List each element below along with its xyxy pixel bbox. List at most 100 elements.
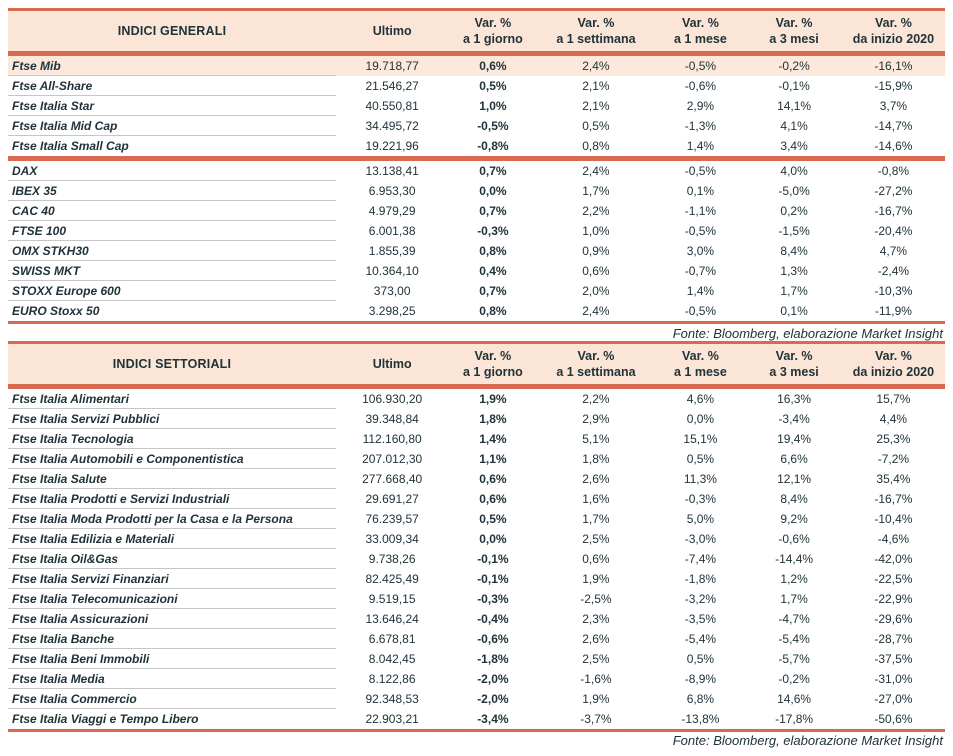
- var-1d-cell: 0,4%: [479, 264, 507, 278]
- var-ytd-cell: -4,6%: [877, 532, 910, 546]
- var-3m-cell: -4,7%: [778, 612, 810, 626]
- var-1d-cell: 0,5%: [479, 512, 507, 526]
- var-1d-cell: 0,8%: [479, 244, 507, 258]
- var-1w-cell: 2,5%: [582, 532, 610, 546]
- index-name-cell: Ftse Italia Tecnologia: [8, 429, 336, 449]
- ultimo-cell: 13.646,24: [365, 612, 419, 626]
- var-3m-cell: 8,4%: [780, 244, 808, 258]
- var-1d-cell: 1,9%: [479, 392, 507, 406]
- index-name-cell: Ftse Mib: [8, 56, 336, 76]
- var-3m-cell: 12,1%: [777, 472, 812, 486]
- column-header-var: Var. % a 3 mesi: [769, 348, 819, 379]
- var-ytd-cell: -27,2%: [874, 184, 913, 198]
- table-row: FTSE 100 6.001,38 -0,3% 1,0% -0,5% -1,5% -20,4…: [8, 221, 945, 241]
- var-1w-cell: 2,1%: [582, 79, 610, 93]
- var-1w-cell: 1,7%: [582, 512, 610, 526]
- var-ytd-cell: -20,4%: [874, 224, 913, 238]
- table-bottom-border: [8, 729, 945, 732]
- index-name-cell: EURO Stoxx 50: [12, 304, 100, 318]
- index-name-cell: SWISS MKT: [8, 261, 336, 281]
- var-3m-cell: 3,4%: [780, 139, 808, 153]
- table-row: STOXX Europe 600 373,00 0,7% 2,0% 1,4% 1,7% -1…: [8, 281, 945, 301]
- var-3m-cell: 0,2%: [780, 204, 808, 218]
- ultimo-cell: 19.718,77: [365, 59, 419, 73]
- column-header-var: Var. % a 1 mese: [673, 15, 727, 46]
- column-header-var: Var. % da inizio 2020: [852, 15, 935, 46]
- var-3m-cell: -5,7%: [778, 652, 810, 666]
- index-name-cell: Ftse Italia Small Cap: [12, 139, 129, 153]
- var-1w-cell: 1,6%: [582, 492, 610, 506]
- table-row: SWISS MKT 10.364,10 0,4% 0,6% -0,7% 1,3% -2,4%: [8, 261, 945, 281]
- var-1w-cell: 2,4%: [582, 304, 610, 318]
- table-row: Ftse Italia Alimentari 106.930,20 1,9% 2,2%…: [8, 389, 945, 409]
- var-1d-cell: 0,7%: [479, 204, 507, 218]
- var-ytd-cell: -16,1%: [874, 59, 913, 73]
- var-ytd-cell: -10,3%: [874, 284, 913, 298]
- var-ytd-cell: -22,5%: [874, 572, 913, 586]
- index-name-cell: Ftse Italia Moda Prodotti per la Casa e …: [8, 509, 336, 529]
- var-1d-cell: -0,8%: [477, 139, 509, 153]
- var-ytd-cell: -31,0%: [874, 672, 913, 686]
- table-row: Ftse Italia Star 40.550,81 1,0% 2,1% 2,9% 14,…: [8, 96, 945, 116]
- ultimo-cell: 6.678,81: [368, 632, 416, 646]
- var-3m-cell: -0,6%: [778, 532, 810, 546]
- index-name-cell: Ftse Italia Alimentari: [8, 389, 336, 409]
- var-1m-cell: -0,5%: [684, 164, 717, 178]
- var-1d-cell: 0,6%: [479, 472, 507, 486]
- table-title: INDICI SETTORIALI: [112, 357, 232, 371]
- var-1m-cell: -0,5%: [684, 59, 717, 73]
- var-1w-cell: 2,4%: [582, 59, 610, 73]
- var-1m-cell: 15,1%: [683, 432, 718, 446]
- table-row: Ftse Italia Tecnologia 112.160,80 1,4% 5,1%…: [8, 429, 945, 449]
- var-1m-cell: 6,8%: [686, 692, 715, 706]
- var-1d-cell: -3,4%: [477, 712, 509, 726]
- var-1m-cell: -1,8%: [684, 572, 717, 586]
- var-3m-cell: 8,4%: [780, 492, 808, 506]
- ultimo-cell: 9.738,26: [368, 552, 416, 566]
- var-3m-cell: 14,1%: [777, 99, 812, 113]
- ultimo-cell: 34.495,72: [365, 119, 419, 133]
- var-3m-cell: 1,3%: [780, 264, 808, 278]
- index-name-cell: Ftse Italia Telecomunicazioni: [8, 589, 336, 609]
- var-1m-cell: -0,6%: [684, 79, 717, 93]
- table-row: Ftse Mib 19.718,77 0,6% 2,4% -0,5% -0,2% -16,1…: [8, 56, 945, 76]
- column-header-var: Var. % a 1 giorno: [463, 15, 523, 46]
- var-1d-cell: 0,0%: [479, 184, 507, 198]
- var-ytd-cell: -16,7%: [874, 204, 913, 218]
- table-row: Ftse Italia Mid Cap 34.495,72 -0,5% 0,5% -1,…: [8, 116, 945, 136]
- var-1w-cell: -2,5%: [580, 592, 612, 606]
- var-1w-cell: 0,8%: [582, 139, 610, 153]
- var-1m-cell: 2,9%: [686, 99, 715, 113]
- var-ytd-cell: -14,6%: [874, 139, 913, 153]
- var-1m-cell: -0,3%: [684, 492, 717, 506]
- var-ytd-cell: -28,7%: [874, 632, 913, 646]
- var-ytd-cell: -2,4%: [877, 264, 910, 278]
- table-row: CAC 40 4.979,29 0,7% 2,2% -1,1% 0,2% -16,7%: [8, 201, 945, 221]
- var-1d-cell: 1,1%: [479, 452, 507, 466]
- var-ytd-cell: 4,7%: [879, 244, 908, 258]
- var-1w-cell: 0,9%: [582, 244, 610, 258]
- var-ytd-cell: -27,0%: [874, 692, 913, 706]
- index-name-cell: Ftse All-Share: [8, 76, 336, 96]
- var-ytd-cell: 15,7%: [876, 392, 911, 406]
- ultimo-cell: 112.160,80: [362, 432, 422, 446]
- var-1d-cell: -0,3%: [477, 592, 509, 606]
- var-1w-cell: 2,3%: [582, 612, 610, 626]
- index-name-cell: Ftse Italia Salute: [8, 469, 336, 489]
- var-3m-cell: -5,4%: [778, 632, 810, 646]
- index-name-cell: DAX: [8, 161, 336, 181]
- var-1w-cell: 0,6%: [582, 552, 610, 566]
- var-1w-cell: 2,9%: [582, 412, 610, 426]
- var-1w-cell: -3,7%: [580, 712, 612, 726]
- index-name-cell: Ftse Italia Assicurazioni: [8, 609, 336, 629]
- var-3m-cell: 16,3%: [777, 392, 812, 406]
- index-name-cell: IBEX 35: [8, 181, 336, 201]
- ultimo-cell: 10.364,10: [365, 264, 419, 278]
- table-row: Ftse Italia Salute 277.668,40 0,6% 2,6% 11,3…: [8, 469, 945, 489]
- var-ytd-cell: -15,9%: [874, 79, 913, 93]
- var-1d-cell: -0,1%: [477, 552, 509, 566]
- table-body: Ftse Mib 19.718,77 0,6% 2,4% -0,5% -0,2% -16,1…: [8, 56, 945, 321]
- index-name-cell: STOXX Europe 600: [8, 281, 336, 301]
- table-row: Ftse All-Share 21.546,27 0,5% 2,1% -0,6% -0,1…: [8, 76, 945, 96]
